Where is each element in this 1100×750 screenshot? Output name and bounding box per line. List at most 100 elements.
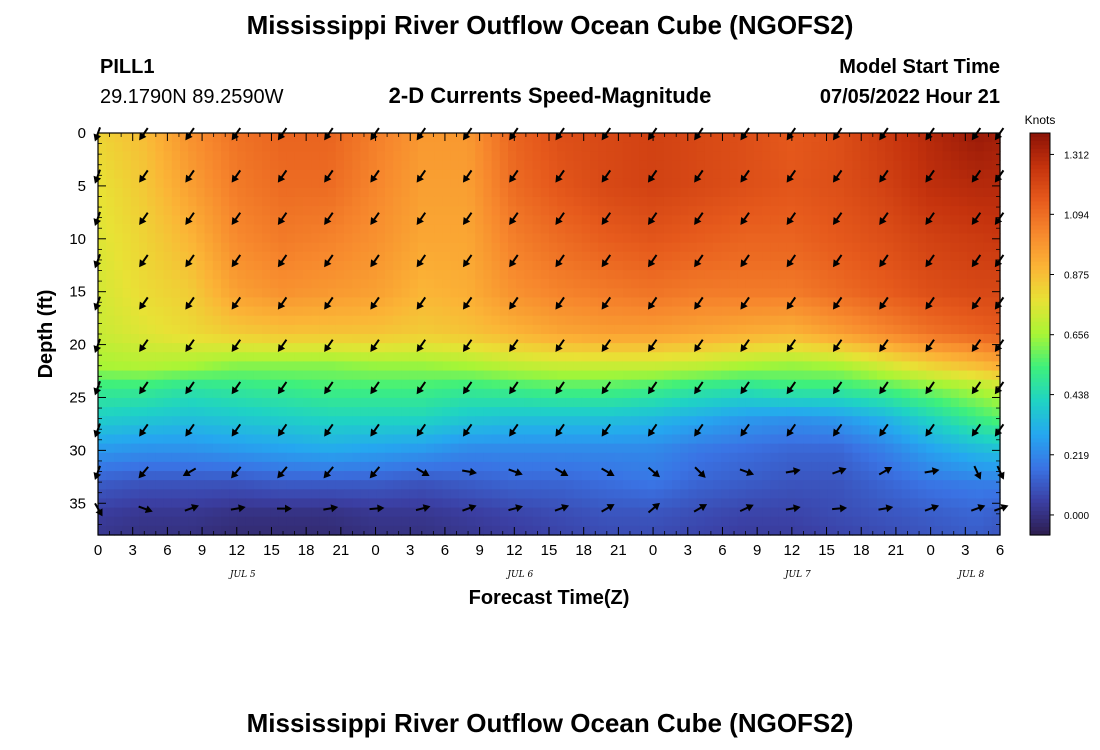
heatmap-cell bbox=[852, 215, 862, 225]
heatmap-cell bbox=[147, 471, 156, 481]
heatmap-cell bbox=[188, 443, 197, 454]
heatmap-cell bbox=[975, 324, 985, 335]
heatmap-cell bbox=[926, 288, 935, 299]
heatmap-cell bbox=[524, 196, 534, 207]
heatmap-cell bbox=[442, 242, 452, 253]
heatmap-cell bbox=[540, 461, 550, 472]
heatmap-cell bbox=[885, 196, 894, 207]
heatmap-cell bbox=[565, 434, 575, 445]
heatmap-cell bbox=[934, 260, 944, 271]
heatmap-cell bbox=[647, 260, 657, 271]
heatmap-cell bbox=[795, 443, 804, 454]
heatmap-cell bbox=[196, 224, 206, 235]
heatmap-cell bbox=[180, 196, 189, 207]
heatmap-cell bbox=[573, 434, 583, 445]
heatmap-cell bbox=[631, 443, 640, 454]
heatmap-cell bbox=[581, 315, 591, 326]
heatmap-cell bbox=[540, 187, 550, 198]
heatmap-cell bbox=[491, 215, 501, 225]
heatmap-cell bbox=[737, 416, 747, 426]
heatmap-cell bbox=[598, 151, 607, 162]
heatmap-cell bbox=[344, 169, 353, 180]
heatmap-cell bbox=[811, 489, 821, 500]
heatmap-cell bbox=[212, 434, 222, 445]
heatmap-cell bbox=[975, 260, 985, 271]
heatmap-cell bbox=[598, 471, 607, 481]
heatmap-cell bbox=[688, 215, 698, 225]
heatmap-cell bbox=[335, 480, 345, 490]
heatmap-cell bbox=[631, 215, 640, 225]
heatmap-cell bbox=[532, 178, 542, 189]
heatmap-cell bbox=[975, 425, 985, 436]
heatmap-cell bbox=[311, 160, 320, 171]
heatmap-cell bbox=[762, 133, 771, 143]
heatmap-cell bbox=[672, 187, 681, 198]
heatmap-cell bbox=[918, 489, 927, 500]
heatmap-cell bbox=[237, 416, 247, 426]
heatmap-cell bbox=[327, 151, 337, 162]
heatmap-cell bbox=[704, 306, 714, 317]
heatmap-cell bbox=[959, 142, 968, 152]
heatmap-cell bbox=[147, 178, 156, 189]
heatmap-cell bbox=[180, 361, 189, 372]
heatmap-cell bbox=[270, 434, 279, 445]
heatmap-cell bbox=[647, 443, 657, 454]
heatmap-cell bbox=[606, 489, 616, 500]
heatmap-cell bbox=[983, 297, 993, 308]
heatmap-cell bbox=[508, 452, 517, 463]
heatmap-cell bbox=[393, 361, 402, 372]
heatmap-cell bbox=[844, 516, 853, 527]
heatmap-cell bbox=[737, 315, 747, 326]
heatmap-cell bbox=[819, 361, 829, 372]
heatmap-cell bbox=[704, 288, 714, 299]
heatmap-cell bbox=[647, 288, 657, 299]
heatmap-cell bbox=[212, 169, 222, 180]
heatmap-cell bbox=[819, 498, 829, 509]
heatmap-cell bbox=[811, 334, 821, 344]
heatmap-cell bbox=[467, 461, 476, 472]
heatmap-cell bbox=[696, 133, 706, 143]
heatmap-cell bbox=[344, 260, 353, 271]
heatmap-cell bbox=[245, 407, 255, 417]
heatmap-cell bbox=[811, 416, 821, 426]
heatmap-cell bbox=[196, 361, 206, 372]
heatmap-cell bbox=[901, 489, 911, 500]
heatmap-cell bbox=[614, 425, 624, 436]
heatmap-cell bbox=[139, 334, 148, 344]
heatmap-cell bbox=[836, 133, 845, 143]
heatmap-cell bbox=[581, 489, 591, 500]
heatmap-cell bbox=[171, 525, 181, 536]
heatmap-cell bbox=[836, 178, 845, 189]
heatmap-cell bbox=[483, 379, 493, 390]
heatmap-cell bbox=[967, 224, 976, 235]
heatmap-cell bbox=[836, 516, 845, 527]
heatmap-cell bbox=[868, 443, 878, 454]
heatmap-cell bbox=[245, 516, 255, 527]
heatmap-cell bbox=[499, 306, 509, 317]
heatmap-cell bbox=[672, 160, 681, 171]
heatmap-cell bbox=[737, 471, 747, 481]
heatmap-cell bbox=[352, 288, 361, 299]
heatmap-cell bbox=[303, 297, 312, 308]
heatmap-cell bbox=[221, 388, 230, 399]
current-arrow bbox=[740, 212, 750, 225]
heatmap-cell bbox=[672, 471, 681, 481]
heatmap-cell bbox=[655, 516, 665, 527]
heatmap-cell bbox=[852, 224, 862, 235]
heatmap-cell bbox=[631, 397, 640, 408]
heatmap-cell bbox=[549, 407, 558, 417]
heatmap-cell bbox=[762, 352, 771, 363]
heatmap-cell bbox=[483, 461, 493, 472]
heatmap-cell bbox=[360, 315, 370, 326]
heatmap-cell bbox=[827, 525, 837, 536]
heatmap-cell bbox=[803, 498, 812, 509]
heatmap-cell bbox=[262, 251, 271, 262]
heatmap-cell bbox=[393, 270, 402, 280]
heatmap-cell bbox=[442, 461, 452, 472]
heatmap-cell bbox=[212, 196, 222, 207]
heatmap-cell bbox=[811, 434, 821, 445]
heatmap-cell bbox=[212, 379, 222, 390]
current-arrow bbox=[647, 169, 658, 183]
heatmap-cell bbox=[836, 288, 845, 299]
heatmap-cell bbox=[811, 142, 821, 152]
